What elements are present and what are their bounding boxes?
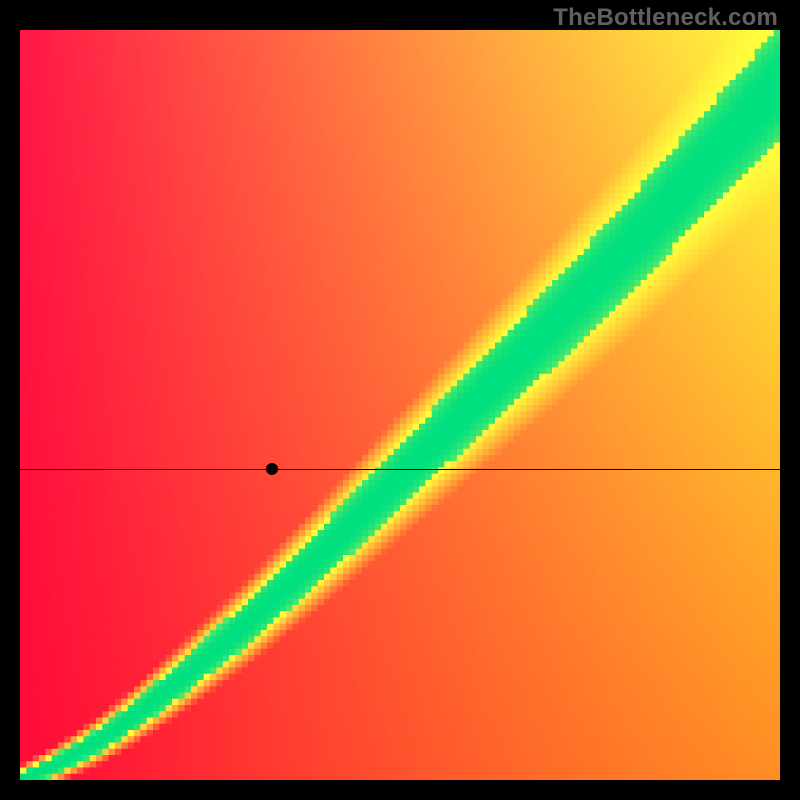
plot-area: [20, 30, 780, 780]
frame: { "watermark": { "text": "TheBottleneck.…: [0, 0, 800, 800]
selected-point: [266, 463, 278, 475]
watermark-text: TheBottleneck.com: [553, 4, 778, 32]
crosshair-vertical: [272, 780, 273, 800]
bottleneck-heatmap: [20, 30, 780, 780]
crosshair-horizontal: [20, 469, 780, 470]
